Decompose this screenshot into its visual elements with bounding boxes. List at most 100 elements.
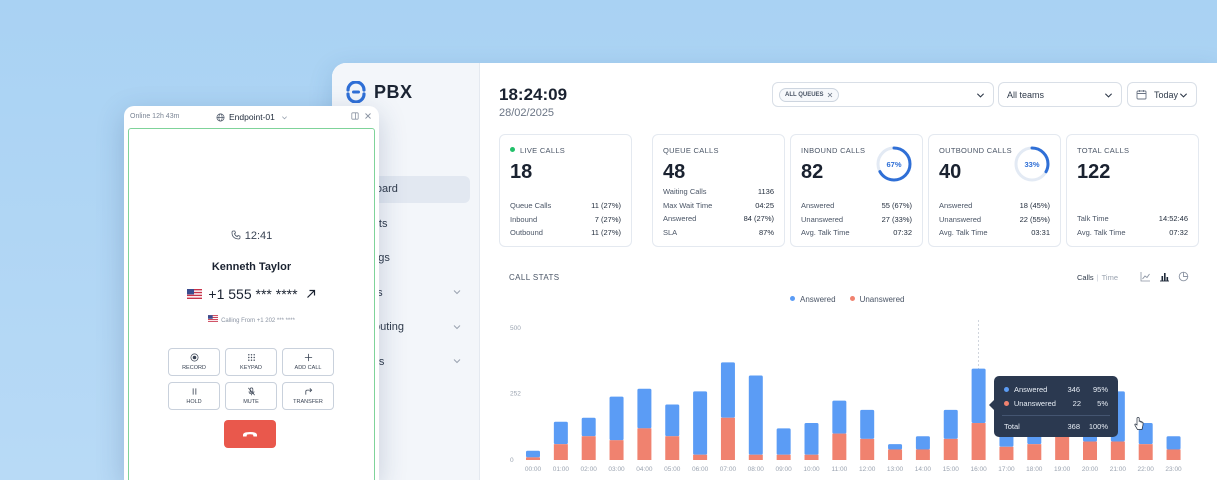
legend-unanswered[interactable]: Unanswered [849, 295, 905, 304]
bar-answered-09:00[interactable] [776, 428, 791, 455]
bar-unanswered-05:00[interactable] [665, 436, 680, 460]
bar-answered-06:00[interactable] [693, 391, 708, 455]
queue-chip-label: ALL QUEUES [785, 92, 824, 98]
bar-unanswered-12:00[interactable] [860, 438, 875, 460]
inbound-calls-card[interactable]: INBOUND CALLS 82 67% Answered 55 (67%) Un… [790, 134, 923, 247]
bar-answered-08:00[interactable] [748, 375, 763, 455]
bar-answered-23:00[interactable] [1166, 436, 1181, 450]
row-value: 87% [758, 227, 774, 237]
hangup-icon [243, 432, 257, 437]
bar-unanswered-22:00[interactable] [1138, 444, 1153, 460]
button-label: TRANSFER [293, 399, 323, 405]
toggle-time[interactable]: Time [1101, 273, 1119, 282]
bar-unanswered-16:00[interactable] [971, 423, 986, 460]
line-chart-icon[interactable] [1140, 271, 1151, 282]
caller-number-value: +1 555 *** **** [208, 286, 298, 302]
bar-answered-14:00[interactable] [915, 436, 930, 450]
card-title: QUEUE CALLS [663, 146, 719, 155]
record-button[interactable]: RECORD [168, 348, 220, 376]
calendar-icon [1136, 90, 1147, 100]
logo[interactable]: PBX [345, 81, 413, 103]
dashboard-main: 18:24:09 28/02/2025 ALL QUEUES All teams… [480, 63, 1217, 480]
bar-unanswered-19:00[interactable] [1055, 436, 1070, 460]
bar-unanswered-06:00[interactable] [693, 454, 708, 460]
mute-button[interactable]: MUTE [225, 382, 277, 410]
bar-answered-10:00[interactable] [804, 423, 819, 455]
live-indicator-icon [510, 147, 515, 152]
bar-chart-icon[interactable] [1159, 271, 1170, 282]
bar-answered-01:00[interactable] [553, 421, 568, 445]
bar-unanswered-13:00[interactable] [888, 449, 903, 460]
transfer-button[interactable]: TRANSFER [282, 382, 334, 410]
total-calls-card[interactable]: TOTAL CALLS 122 Talk Time 14:52:46 Avg. T… [1066, 134, 1199, 247]
row-label: Max Wait Time [663, 200, 713, 210]
x-tick-label: 20:00 [1082, 466, 1099, 473]
bar-unanswered-03:00[interactable] [609, 440, 624, 460]
bar-unanswered-17:00[interactable] [999, 446, 1014, 460]
bar-unanswered-23:00[interactable] [1166, 449, 1181, 460]
card-row: Avg. Talk Time 07:32 [1077, 226, 1188, 240]
live-calls-card[interactable]: LIVE CALLS 18 Queue Calls 11 (27%) Inboun… [499, 134, 632, 247]
bar-answered-15:00[interactable] [943, 409, 958, 439]
bar-unanswered-01:00[interactable] [553, 444, 568, 460]
x-tick-label: 19:00 [1054, 466, 1071, 473]
queue-filter-select[interactable]: ALL QUEUES [772, 82, 994, 107]
outbound-calls-card[interactable]: OUTBOUND CALLS 40 33% Answered 18 (45%) U… [928, 134, 1061, 247]
bar-unanswered-11:00[interactable] [832, 433, 847, 460]
bar-answered-03:00[interactable] [609, 396, 624, 441]
row-value: 03:31 [1031, 228, 1050, 238]
microphone-off-icon [247, 387, 255, 396]
row-value: 84 (27%) [743, 214, 774, 224]
plus-icon [304, 353, 312, 362]
bar-answered-12:00[interactable] [860, 409, 875, 439]
bar-unanswered-07:00[interactable] [720, 417, 735, 460]
bar-unanswered-14:00[interactable] [915, 449, 930, 460]
bar-answered-13:00[interactable] [888, 444, 903, 450]
bar-unanswered-10:00[interactable] [804, 454, 819, 460]
bar-unanswered-18:00[interactable] [1027, 444, 1042, 460]
close-icon[interactable] [364, 112, 372, 120]
pointer-cursor-icon [1134, 417, 1144, 430]
bar-answered-00:00[interactable] [526, 450, 540, 458]
endpoint-select[interactable]: Endpoint-01 [216, 112, 288, 122]
chart-metric-toggle[interactable]: Calls | Time [1077, 273, 1119, 282]
row-label: SLA [663, 227, 678, 237]
bar-unanswered-04:00[interactable] [637, 428, 652, 460]
bar-unanswered-02:00[interactable] [581, 436, 596, 460]
pie-chart-icon[interactable] [1178, 271, 1189, 282]
row-label: Avg. Talk Time [939, 228, 988, 238]
bar-unanswered-09:00[interactable] [776, 454, 791, 460]
card-row: Answered 18 (45%) [939, 199, 1050, 213]
queue-chip[interactable]: ALL QUEUES [779, 88, 839, 102]
add-call-button[interactable]: ADD CALL [282, 348, 334, 376]
x-tick-label: 21:00 [1110, 466, 1127, 473]
bar-unanswered-20:00[interactable] [1083, 441, 1097, 460]
call-duration: 12:41 [124, 230, 379, 242]
queue-calls-card[interactable]: QUEUE CALLS 48 Waiting Calls 1136 Max Wai… [652, 134, 785, 247]
bar-answered-04:00[interactable] [637, 388, 652, 429]
chart-title: CALL STATS [509, 273, 560, 282]
hangup-button[interactable] [224, 420, 276, 448]
bar-answered-07:00[interactable] [720, 362, 735, 418]
legend-answered[interactable]: Answered [790, 295, 836, 304]
x-tick-label: 08:00 [748, 466, 765, 473]
x-tick-label: 14:00 [915, 466, 932, 473]
keypad-button[interactable]: KEYPAD [225, 348, 277, 376]
window-controls [351, 112, 372, 120]
outbound-progress-ring [1014, 146, 1050, 182]
bar-unanswered-00:00[interactable] [526, 457, 540, 460]
bar-answered-02:00[interactable] [581, 417, 596, 437]
toggle-calls[interactable]: Calls [1077, 273, 1094, 282]
popout-icon[interactable] [351, 112, 359, 120]
bar-unanswered-08:00[interactable] [748, 454, 763, 460]
hold-button[interactable]: HOLD [168, 382, 220, 410]
close-icon[interactable] [827, 92, 833, 98]
teams-filter-select[interactable]: All teams [998, 82, 1122, 107]
bar-answered-05:00[interactable] [665, 404, 680, 437]
bar-answered-16:00[interactable] [971, 368, 986, 424]
bar-unanswered-21:00[interactable] [1110, 441, 1125, 460]
bar-answered-11:00[interactable] [832, 400, 847, 434]
bar-unanswered-15:00[interactable] [943, 438, 958, 460]
period-filter-select[interactable]: Today [1127, 82, 1197, 107]
record-icon [190, 353, 198, 362]
